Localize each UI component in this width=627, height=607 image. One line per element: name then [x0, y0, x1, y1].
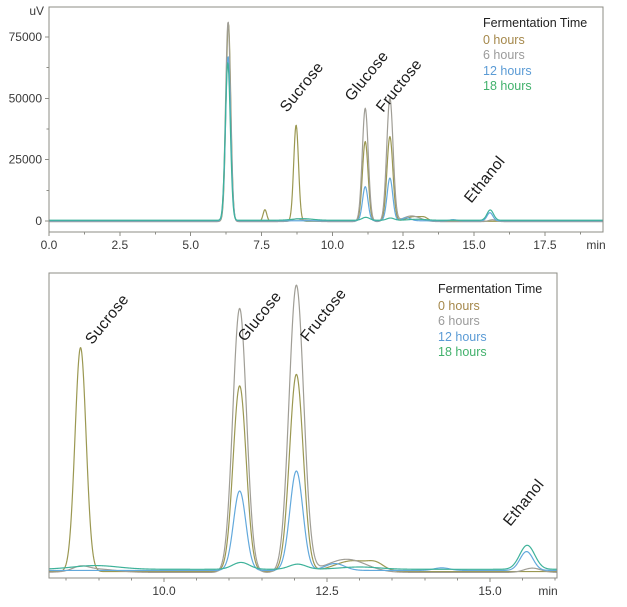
peak-label-glucose: Glucose — [235, 288, 285, 345]
chromatogram-bottom-chart: 10.0 12.5 15.0 min Sucrose Glucose Fructose Eth… — [48, 272, 558, 598]
x-axis-unit-label: min — [586, 238, 605, 252]
trace-6-hours — [49, 21, 603, 223]
x-tick-label: 0.0 — [41, 238, 58, 252]
trace-6-hours — [49, 284, 557, 574]
plot-border — [48, 6, 604, 233]
y-tick-label: 0 — [35, 214, 42, 228]
legend-entry-6-hours: 6 hours — [438, 314, 480, 329]
x-tick-label: 7.5 — [253, 238, 270, 252]
y-tick-label: 50000 — [9, 91, 43, 105]
y-tick-label: 25000 — [9, 153, 43, 167]
x-tick-label: 12.5 — [392, 238, 416, 252]
x-tick-label: 15.0 — [462, 238, 486, 252]
legend-entry-18-hours: 18 hours — [483, 79, 532, 94]
peak-label-ethanol: Ethanol — [500, 476, 548, 529]
trace-18-hours — [49, 62, 603, 221]
legend-title: Fermentation Time — [483, 16, 588, 30]
legend-entry-12-hours: 12 hours — [438, 329, 487, 344]
y-tick-label: 75000 — [9, 30, 43, 44]
legend-entry-18-hours: 18 hours — [438, 345, 487, 360]
legend-entry-12-hours: 12 hours — [483, 63, 532, 78]
peak-label-sucrose: Sucrose — [82, 291, 132, 348]
x-tick-label: 17.5 — [533, 238, 557, 252]
x-tick-label: 12.5 — [315, 584, 339, 598]
x-axis-unit-label: min — [538, 584, 557, 598]
legend-fermentation-time-top: Fermentation Time 0 hours 6 hours 12 hou… — [483, 16, 587, 95]
peak-label-sucrose: Sucrose — [277, 59, 327, 116]
legend-entry-0-hours: 0 hours — [483, 32, 525, 47]
x-tick-label: 5.0 — [182, 238, 199, 252]
plot-border — [48, 272, 558, 579]
chromatogram-top-chart: 0.0 2.5 5.0 7.5 10.0 12.5 15.0 17.5 0 25000 50000 7… — [9, 4, 606, 252]
trace-18-hours — [49, 544, 557, 570]
y-axis-unit-label: uV — [29, 4, 44, 18]
peak-label-ethanol: Ethanol — [461, 153, 509, 206]
x-tick-label: 10.0 — [152, 584, 176, 598]
x-tick-label: 15.0 — [478, 584, 502, 598]
trace-12-hours — [49, 470, 557, 572]
legend-fermentation-time-bottom: Fermentation Time 0 hours 6 hours 12 hou… — [438, 282, 542, 361]
x-tick-label: 2.5 — [112, 238, 129, 252]
legend-entry-0-hours: 0 hours — [438, 298, 480, 313]
legend-entry-6-hours: 6 hours — [483, 48, 525, 63]
legend-title: Fermentation Time — [438, 282, 543, 296]
x-tick-label: 10.0 — [321, 238, 345, 252]
peak-label-fructose: Fructose — [297, 286, 350, 345]
